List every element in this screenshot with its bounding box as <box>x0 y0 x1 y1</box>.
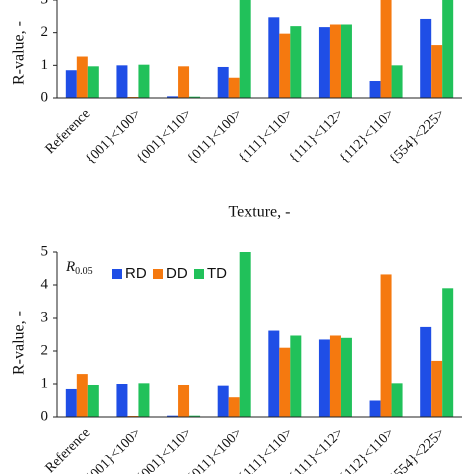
y-tick-label: 1 <box>41 57 49 73</box>
bar <box>268 17 280 99</box>
bar <box>228 397 240 417</box>
legend-swatch <box>194 269 204 279</box>
bar <box>279 33 291 98</box>
y-tick-label: 1 <box>41 375 49 391</box>
bar <box>189 415 201 417</box>
bar <box>380 0 392 98</box>
x-tick-label: {554}<225> <box>387 106 448 167</box>
bar <box>116 384 128 417</box>
y-tick-label: 4 <box>41 276 49 292</box>
x-tick-label: {112}<110> <box>337 425 397 474</box>
bar <box>290 26 302 99</box>
legend-label: DD <box>166 265 188 282</box>
bar <box>138 64 150 98</box>
annotation-subscript: 0.05 <box>75 266 93 277</box>
legend-swatch <box>112 269 122 279</box>
bar <box>217 66 229 98</box>
bar <box>329 24 341 98</box>
y-tick-label: 0 <box>41 89 49 105</box>
bar <box>228 77 240 98</box>
x-tick-label: Reference <box>43 425 94 474</box>
bar <box>290 335 302 417</box>
bar <box>431 45 443 98</box>
legend-swatch <box>153 269 163 279</box>
bar <box>391 383 403 417</box>
bar <box>268 330 280 417</box>
y-tick-label: 2 <box>41 342 49 358</box>
plot <box>65 252 454 417</box>
x-tick-label: {001}<110> <box>134 425 195 474</box>
bar <box>178 66 190 98</box>
x-tick-label: {554}<225> <box>387 425 448 474</box>
bar <box>87 66 99 98</box>
x-tick-label: {011}<100> <box>185 425 246 474</box>
y-tick-label: 5 <box>41 243 49 259</box>
bar <box>318 27 330 98</box>
bar <box>369 81 381 98</box>
x-tick-label: {011}<100> <box>185 106 246 167</box>
bar <box>76 374 88 417</box>
bar <box>239 252 251 417</box>
x-tick-label: {111}<110> <box>236 425 296 474</box>
y-tick-label: 2 <box>41 24 49 40</box>
bar <box>65 388 77 417</box>
bar <box>420 326 432 417</box>
bar <box>329 335 341 417</box>
bar <box>167 96 179 98</box>
bar <box>239 0 251 98</box>
bar <box>431 360 443 417</box>
legend-label: RD <box>125 265 147 282</box>
bar <box>178 384 190 417</box>
y-tick-label: 3 <box>41 0 49 7</box>
y-tick-label: 0 <box>41 408 49 424</box>
x-tick-label: {001}<100> <box>83 425 144 474</box>
bar <box>420 18 432 98</box>
bar <box>138 383 150 417</box>
bar <box>167 415 179 417</box>
bar <box>76 56 88 98</box>
annotation: R0.05 <box>65 259 93 277</box>
bar <box>391 65 403 98</box>
x-tick-label: {111}<112> <box>287 425 347 474</box>
y-axis-label: R-value, - <box>11 21 28 85</box>
bar <box>65 70 77 98</box>
plot <box>65 0 454 99</box>
legend-label: TD <box>207 265 227 282</box>
bar <box>340 24 352 98</box>
y-axis-label: R-value, - <box>11 311 28 375</box>
bar <box>217 385 229 417</box>
bar <box>279 347 291 417</box>
x-tick-label: Reference <box>43 106 94 157</box>
bar <box>380 274 392 417</box>
bar <box>442 0 454 99</box>
bar <box>189 96 201 98</box>
bar <box>369 400 381 417</box>
bar <box>340 337 352 417</box>
bar <box>87 384 99 417</box>
bar <box>442 288 454 417</box>
annotation-main: R <box>65 259 75 275</box>
bar <box>318 339 330 417</box>
y-tick-label: 3 <box>41 309 49 325</box>
bar <box>116 65 128 98</box>
x-axis-label: Texture, - <box>229 204 291 221</box>
